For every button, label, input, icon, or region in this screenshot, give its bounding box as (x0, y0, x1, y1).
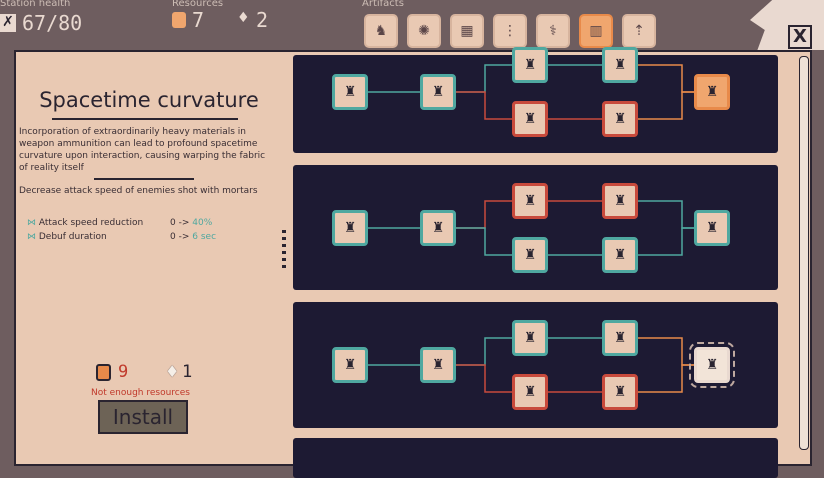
scrollbar[interactable] (799, 56, 809, 450)
upgrade-node[interactable]: ♜ (602, 183, 638, 219)
stat-to: 40% (192, 218, 213, 228)
upgrade-node[interactable]: ♜ (512, 374, 548, 410)
stat-from: 0 -> (170, 232, 190, 242)
artifact-slot[interactable]: ✺ (407, 14, 441, 48)
stat-icon: ⋈ (27, 232, 36, 242)
stat-row: ⋈ Debuf duration 0 -> 6 sec (27, 232, 216, 242)
artifact-slot[interactable]: ⚕ (536, 14, 570, 48)
stat-row: ⋈ Attack speed reduction 0 -> 40% (27, 218, 212, 228)
orange-count: 7 (192, 8, 205, 32)
resources-label: Resources (172, 0, 224, 9)
stat-label: Debuf duration (38, 232, 107, 242)
upgrade-node[interactable]: ♜ (602, 320, 638, 356)
health-label: Station health (0, 0, 71, 9)
stat-icon: ⋈ (27, 218, 36, 228)
artifact-slot[interactable]: ⇡ (622, 14, 656, 48)
upgrade-node[interactable]: ♜ (694, 74, 730, 110)
tree-link (438, 91, 530, 120)
upgrade-node[interactable]: ♜ (512, 183, 548, 219)
orange-resource-icon (172, 12, 186, 28)
upgrade-node[interactable]: ♜ (602, 101, 638, 137)
crystal-resource-icon: ♦ (237, 10, 250, 26)
artifact-slot[interactable]: ♞ (364, 14, 398, 48)
artifact-slot[interactable]: ▥ (579, 14, 613, 48)
upgrade-effect: Decrease attack speed of enemies shot wi… (19, 186, 258, 196)
upgrade-node[interactable]: ♜ (332, 210, 368, 246)
upgrade-node[interactable]: ♜ (512, 237, 548, 273)
upgrade-node[interactable]: ♜ (694, 210, 730, 246)
orange-cost: 9 (118, 362, 129, 382)
upgrade-node[interactable]: ♜ (332, 74, 368, 110)
upgrade-node[interactable]: ♜ (420, 347, 456, 383)
crystal-cost: 1 (182, 362, 193, 382)
stat-label: Attack speed reduction (38, 218, 144, 228)
upgrade-node[interactable]: ♜ (512, 101, 548, 137)
upgrade-node[interactable]: ♜ (420, 210, 456, 246)
upgrade-node[interactable]: ♜ (602, 47, 638, 83)
description-divider (94, 178, 194, 180)
white-count: 2 (256, 8, 269, 32)
title-divider (52, 118, 238, 120)
artifact-slot[interactable]: ⋮ (493, 14, 527, 48)
tree-link (438, 227, 530, 256)
upgrade-node[interactable]: ♜ (420, 74, 456, 110)
upgrade-node[interactable]: ♜ (689, 342, 735, 388)
warning-text: Not enough resources (91, 388, 190, 398)
drag-handle[interactable] (282, 230, 286, 268)
crystal-cost-icon: ♦ (165, 362, 180, 381)
stat-from: 0 -> (170, 218, 190, 228)
upgrade-description: Incorporation of extraordinarily heavy m… (19, 127, 266, 173)
upgrade-node[interactable]: ♜ (332, 347, 368, 383)
artifact-slot[interactable]: ▦ (450, 14, 484, 48)
upgrade-node[interactable]: ♜ (602, 237, 638, 273)
artifacts-label: Artifacts (362, 0, 404, 9)
upgrade-node[interactable]: ♜ (602, 374, 638, 410)
upgrade-node[interactable]: ♜ (512, 47, 548, 83)
install-button[interactable]: Install (98, 400, 188, 434)
tree-link (438, 364, 530, 393)
upgrade-title: Spacetime curvature (39, 88, 259, 112)
health-icon: ✗ (0, 14, 16, 32)
orange-cost-icon (96, 364, 111, 381)
close-button[interactable]: X (788, 25, 812, 49)
upgrade-node[interactable]: ♜ (512, 320, 548, 356)
stat-to: 6 sec (192, 232, 217, 242)
health-value: 67/80 (22, 11, 83, 35)
